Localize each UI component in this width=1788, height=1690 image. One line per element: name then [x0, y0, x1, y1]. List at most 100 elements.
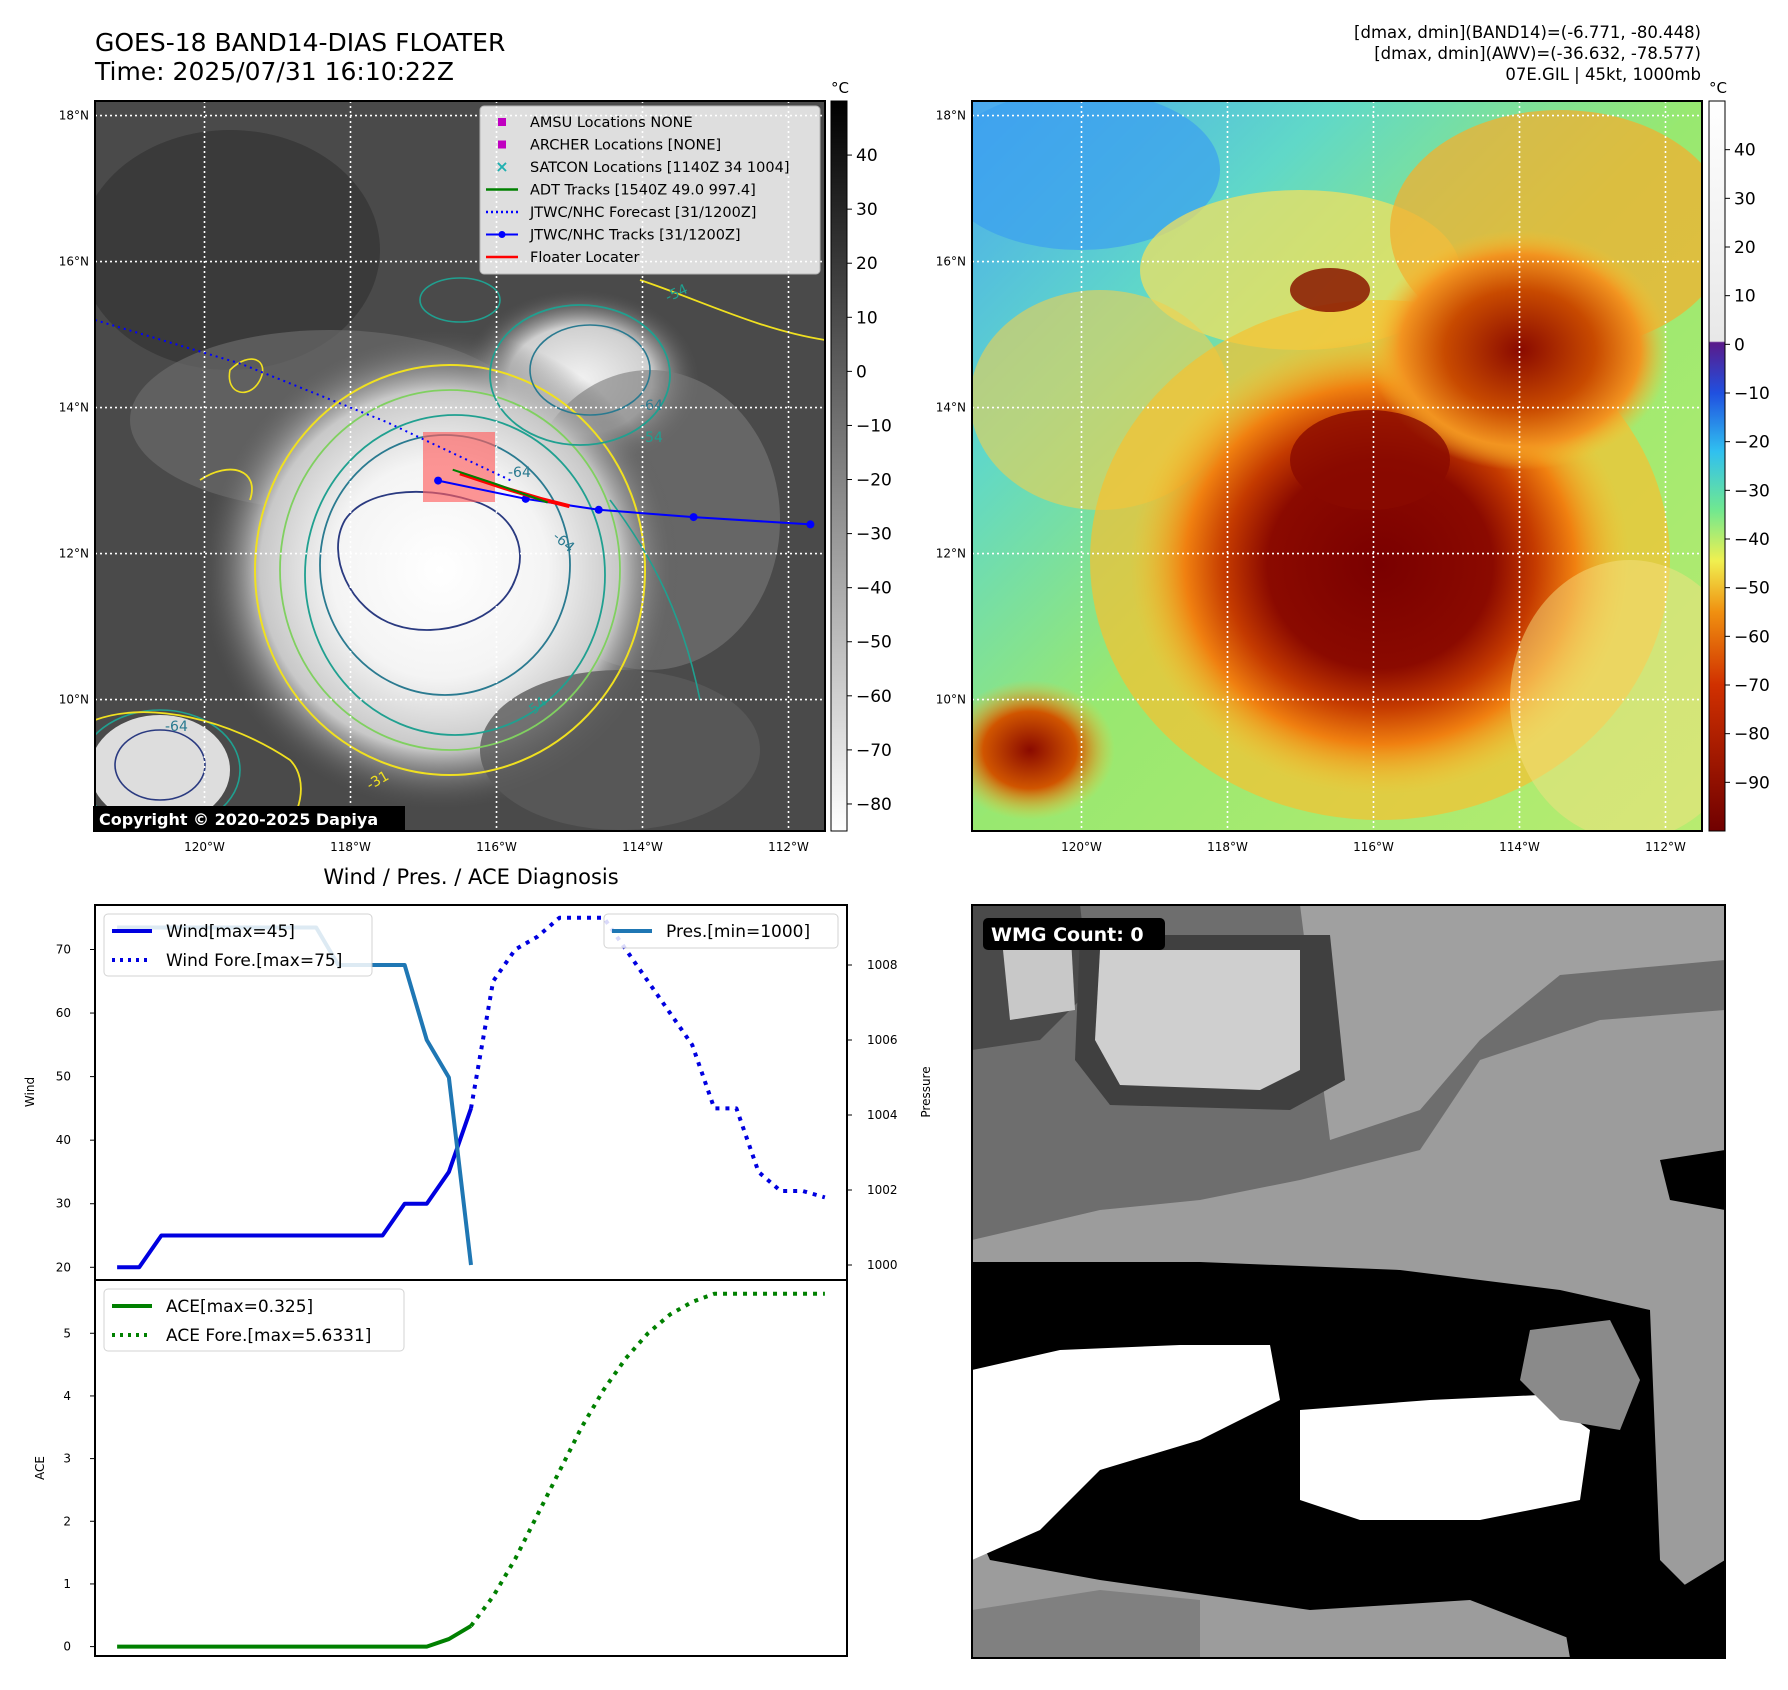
colorbar-tick-label: −60 [856, 687, 892, 707]
wmg-count-badge [983, 918, 1165, 950]
colorbar-tick-label: −30 [1734, 481, 1770, 501]
y-tick-label: 60 [56, 1006, 71, 1020]
legend-label: SATCON Locations [1140Z 34 1004] [530, 160, 789, 176]
colorbar-tick-label: −90 [1734, 773, 1770, 793]
colorbar-tick-label: −20 [856, 471, 892, 491]
y-right-tick-label: 1004 [867, 1108, 898, 1122]
colorbar-tick-label: 10 [856, 308, 878, 328]
y-right-tick-label: 1002 [867, 1183, 898, 1197]
lat-tick-label: 18°N [936, 109, 966, 123]
y-tick-label: 40 [56, 1133, 71, 1147]
colorbar-tick-label: 40 [856, 146, 878, 166]
legend-symbol [498, 140, 506, 149]
lon-tick-label: 112°W [768, 840, 809, 854]
legend-pressure: Pres.[min=1000] [666, 922, 810, 942]
bw-map-frame [94, 100, 826, 832]
bw-map-axes: 120°W 118°W 116°W 114°W 112°W 18°N 16°N 14°N 12°… [59, 109, 809, 854]
best-track-point [806, 520, 815, 529]
lon-tick-label: 116°W [476, 840, 517, 854]
info-storm: 07E.GIL | 45kt, 1000mb [1505, 65, 1701, 84]
wmg-imagery [972, 905, 1725, 1658]
colorbar-tick-label: 0 [856, 362, 867, 382]
wind-pressure-chart: 20 30 40 50 60 70 1000 1002 1004 1006 1008 Wind Pr… [23, 904, 933, 1281]
y-right-tick-label: 1006 [867, 1033, 898, 1047]
y-tick-label: 1 [63, 1577, 71, 1591]
figure-title: GOES-18 BAND14-DIAS FLOATER [95, 28, 505, 57]
legend-symbol: × [495, 157, 508, 176]
colorbar-tick-label: −20 [1734, 433, 1770, 453]
y-tick-label: 50 [56, 1070, 71, 1084]
series-line [117, 1624, 473, 1649]
lat-tick-label: 18°N [59, 109, 89, 123]
wmg-count-text: WMG Count: 0 [991, 924, 1144, 946]
legend-label: Floater Locater [530, 250, 639, 266]
legend-label: ADT Tracks [1540Z 49.0 997.4] [530, 183, 756, 199]
lon-tick-label: 118°W [330, 840, 371, 854]
bw-colorbar: °C 40 30 20 10 0 −10 −20 −30 −40 −50 −60 −70 −80 [830, 79, 892, 832]
colorbar-tick-label: 40 [1734, 141, 1756, 161]
series-line [117, 1107, 473, 1270]
colorbar-tick-label: 30 [1734, 189, 1756, 209]
y-tick-label: 4 [63, 1389, 71, 1403]
colorbar-tick-label: −80 [856, 795, 892, 815]
colorbar-tick-label: −40 [856, 579, 892, 599]
colorbar-tick-label: −70 [856, 741, 892, 761]
color-gridlines [972, 101, 1702, 831]
y-tick-label: 3 [63, 1452, 71, 1466]
y-tick-label: 5 [63, 1326, 71, 1340]
color-colorbar-unit: °C [1709, 79, 1727, 97]
best-track-point [594, 505, 603, 514]
lon-tick-label: 120°W [1061, 840, 1102, 854]
lon-tick-label: 114°W [1499, 840, 1540, 854]
colorbar-tick-label: −10 [856, 416, 892, 436]
legend-label: ARCHER Locations [NONE] [530, 138, 721, 154]
lat-tick-label: 10°N [59, 693, 89, 707]
y-tick-label: 30 [56, 1197, 71, 1211]
contour-label: -64 [640, 398, 663, 414]
legend-ace-forecast: ACE Fore.[max=5.6331] [166, 1326, 371, 1346]
color-ir-map: 120°W 118°W 116°W 114°W 112°W 18°N 16°N 14°N 12°… [936, 100, 1703, 854]
legend-symbol-dot [498, 231, 506, 238]
color-ir-imagery [972, 101, 1702, 831]
lat-tick-label: 14°N [59, 401, 89, 415]
colorbar-tick-label: −60 [1734, 627, 1770, 647]
copyright-text: Copyright © 2020-2025 Dapiya [99, 810, 378, 829]
y-right-tick-label: 1008 [867, 958, 898, 972]
legend-wind-forecast: Wind Fore.[max=75] [166, 951, 342, 971]
colorbar-tick-label: −70 [1734, 676, 1770, 696]
colorbar-tick-label: 20 [1734, 238, 1756, 258]
colorbar-tick-label: 20 [856, 254, 878, 274]
colorbar-tick-label: 30 [856, 200, 878, 220]
color-colorbar: °C 40 30 20 10 0 −10 −20 −30 −40 −50 −60 −70 −80 −90 [1708, 79, 1770, 832]
pressure-axis-label: Pressure [919, 1066, 933, 1117]
map-legend: AMSU Locations NONE ARCHER Locations [NON… [479, 105, 821, 275]
lon-tick-label: 112°W [1645, 840, 1686, 854]
lon-tick-label: 116°W [1353, 840, 1394, 854]
lat-tick-label: 16°N [59, 255, 89, 269]
ace-chart: 0 1 2 3 4 5 ACE ACE[max=0.325] ACE Fore.[max=… [33, 1279, 848, 1657]
legend-ace: ACE[max=0.325] [166, 1297, 313, 1317]
colorbar-tick-label: 0 [1734, 335, 1745, 355]
lat-tick-label: 10°N [936, 693, 966, 707]
colorbar-tick-label: −40 [1734, 530, 1770, 550]
pressure-legend: Pres.[min=1000] [603, 913, 839, 949]
legend-label: JTWC/NHC Forecast [31/1200Z] [529, 205, 756, 221]
bw-colorbar-unit: °C [831, 79, 849, 97]
color-map-frame [971, 100, 1703, 832]
colorbar-tick-label: −80 [1734, 725, 1770, 745]
wmg-panel: WMG Count: 0 [971, 904, 1726, 1659]
colorbar-tick-label: −30 [856, 525, 892, 545]
y-tick-label: 2 [63, 1514, 71, 1528]
y-tick-label: 0 [63, 1640, 71, 1654]
lon-tick-label: 118°W [1207, 840, 1248, 854]
lat-tick-label: 12°N [59, 547, 89, 561]
best-track-point [689, 513, 698, 522]
ace-legend: ACE[max=0.325] ACE Fore.[max=5.6331] [103, 1288, 405, 1352]
lat-tick-label: 12°N [936, 547, 966, 561]
y-tick-label: 20 [56, 1260, 71, 1274]
floater-box [423, 432, 495, 502]
contour-label: -64 [165, 719, 188, 735]
best-track-point [434, 476, 443, 485]
y-right-tick-label: 1000 [867, 1258, 898, 1272]
